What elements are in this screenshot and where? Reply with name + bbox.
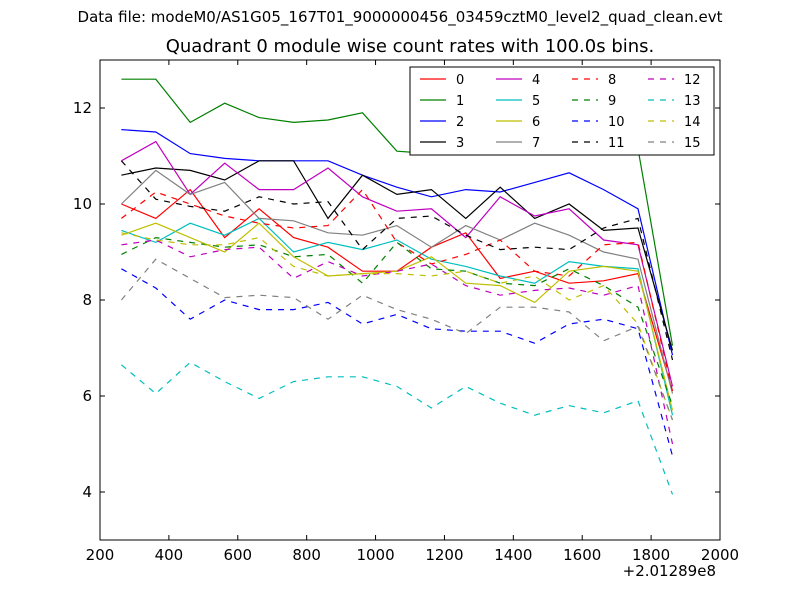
series-line-6 [121,222,674,411]
legend-label-4: 4 [532,73,540,88]
x-tick-label: 1800 [632,546,670,564]
legend-label-8: 8 [608,73,616,88]
series-line-2 [121,129,674,356]
legend-label-9: 9 [608,94,616,109]
x-tick-label: 200 [86,546,115,564]
legend-label-10: 10 [608,115,625,130]
y-tick-label: 6 [82,387,92,405]
y-tick-label: 8 [82,291,92,309]
legend-box [409,66,715,156]
figure-suptitle: Data file: modeM0/AS1G05_167T01_90000004… [77,8,723,26]
chart-title: Quadrant 0 module wise count rates with … [165,36,655,57]
legend-label-2: 2 [456,115,464,130]
x-tick-label: 1200 [425,546,463,564]
series-line-5 [121,217,674,416]
series-line-11 [120,160,674,361]
x-tick-label: 1000 [356,546,394,564]
series-line-7 [120,169,674,394]
series-line-13 [121,361,674,495]
ticks-layer: 200 400 600 800 1000 1200 1400 1600 1800 2000 4 6 8 1… [73,60,739,564]
x-tick-label: 1600 [563,546,601,564]
x-tick-label: 400 [155,546,184,564]
legend-label-14: 14 [684,115,701,130]
legend-label-13: 13 [684,94,701,109]
y-tick-label: 10 [73,195,92,213]
x-tick-label: 800 [292,546,321,564]
series-line-8 [121,188,674,392]
legend-label-7: 7 [532,136,540,151]
legend-label-6: 6 [532,115,540,130]
series-line-3 [121,160,674,351]
series-line-4 [121,140,674,387]
series-line-15 [120,258,674,421]
series-line-9 [121,236,674,406]
series-line-10 [121,268,674,457]
x-axis-offset-label: +2.01289e8 [622,562,716,580]
legend-label-3: 3 [456,136,464,151]
legend-label-0: 0 [456,73,464,88]
legend-label-12: 12 [684,73,701,88]
x-tick-label: 600 [223,546,252,564]
y-tick-label: 12 [73,99,92,117]
x-tick-label: 2000 [701,546,739,564]
series-layer [120,78,674,495]
series-line-14 [121,232,674,421]
legend-label-1: 1 [456,94,464,109]
legend-label-5: 5 [532,94,540,109]
legend-label-15: 15 [684,136,701,151]
x-tick-label: 1400 [494,546,532,564]
y-tick-label: 4 [82,483,92,501]
series-line-12 [121,239,674,445]
legend-label-11: 11 [608,136,625,151]
